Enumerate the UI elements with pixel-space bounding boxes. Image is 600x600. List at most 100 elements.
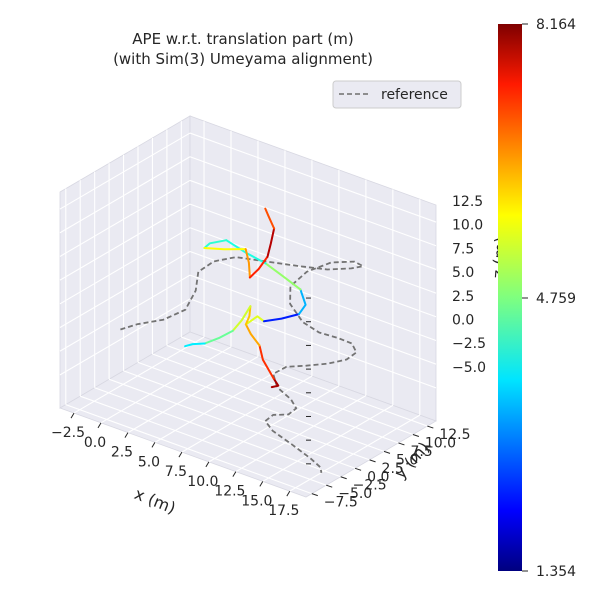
x-tick-label: 10.0 [187, 474, 218, 490]
legend-reference-label: reference [381, 87, 448, 103]
y-tick-label: −7.5 [324, 495, 358, 511]
grid-line-x-floor [127, 356, 259, 434]
reference-trajectory [120, 256, 365, 474]
grid-line-x-floor [262, 404, 394, 482]
grid-line-y-floor [65, 404, 312, 495]
plot-area: −2.50.02.55.07.510.012.515.017.5−7.5−5.0… [51, 115, 486, 519]
x-axis-tick [97, 422, 102, 429]
y-tick-label: 10.0 [425, 436, 456, 452]
grid-line-z-back [189, 203, 437, 294]
x-axis-tick [259, 481, 264, 487]
x-axis-tick [286, 490, 291, 497]
grid-line-x-floor [73, 336, 205, 414]
y-axis-tick [383, 450, 391, 454]
y-axis-tick [354, 467, 362, 471]
estimate-trajectory-segment [203, 239, 228, 249]
y-axis-tick [412, 434, 420, 437]
colorbar-label-max: 8.164 [536, 17, 576, 33]
x-axis-label: x (m) [132, 484, 179, 518]
y-axis-tick [340, 476, 347, 480]
y-axis-tick [326, 484, 333, 488]
grid-line-y-floor [166, 344, 414, 436]
estimate-trajectory-segment [248, 255, 269, 279]
y-tick-label: −2.5 [353, 478, 387, 494]
estimate-trajectory-segment [258, 344, 275, 380]
estimate-trajectory-segment [270, 377, 280, 389]
grid-line-z-back [189, 274, 437, 365]
grid-line-y-floor [80, 395, 327, 486]
grid-line-y-floor [94, 387, 341, 478]
colorbar-label-min: 1.354 [536, 564, 576, 580]
z-tick-label: −5.0 [452, 360, 486, 376]
estimate-trajectory-segment [203, 329, 234, 345]
z-tick-label: −2.5 [452, 336, 486, 352]
grid-line-z-back [189, 156, 437, 247]
tick-labels: −2.50.02.55.07.510.012.515.017.5−7.5−5.0… [51, 194, 486, 519]
y-axis-tick [311, 493, 318, 497]
y-tick-label: 5.0 [396, 452, 418, 468]
grid-line-z-left [59, 132, 191, 210]
y-tick-label: 7.5 [410, 444, 432, 460]
grid-line-z-left [59, 156, 191, 234]
estimate-trajectory-segment [244, 323, 261, 347]
estimate-trajectory-segment [266, 227, 276, 258]
legend-box [332, 80, 462, 109]
grid-line-y-floor [137, 361, 385, 452]
grid-line-z-back [189, 250, 437, 341]
y-axis-tick [369, 459, 376, 463]
grid-line-z-left [59, 250, 191, 328]
y-axis-tick [398, 442, 405, 446]
grid-line-y-floor [123, 370, 370, 461]
grid-line-y-floor [108, 378, 356, 469]
grid-line-z-left [59, 298, 191, 376]
x-tick-label: 0.0 [84, 435, 106, 451]
y-tick-label: −5.0 [338, 486, 372, 502]
z-tick-label: 7.5 [452, 241, 474, 257]
y-axis-tick [427, 425, 434, 429]
colorbar: 8.164 4.759 1.354 [498, 17, 576, 580]
colorbar-label-mid: 4.759 [536, 291, 576, 307]
colorbar-gradient [498, 24, 522, 571]
estimate-trajectory-segment [231, 305, 252, 332]
grid-line-z-left [59, 274, 191, 352]
x-tick-label: 15.0 [241, 493, 272, 509]
grid-line-z-left [59, 227, 191, 305]
grid-line-z-left [59, 179, 191, 257]
x-tick-label: −2.5 [51, 425, 85, 441]
x-tick-label: 7.5 [165, 464, 187, 480]
estimate-trajectory-segment [244, 248, 251, 279]
y-tick-label: 0.0 [367, 469, 389, 485]
z-tick-label: 10.0 [452, 218, 483, 234]
estimate-trajectory-segment [264, 262, 302, 291]
grid-line-x-floor [100, 346, 232, 424]
grid-line-z-back [189, 179, 437, 270]
x-axis-tick [205, 461, 210, 468]
z-tick-label: 2.5 [452, 289, 474, 305]
estimate-trajectory-segment [203, 247, 247, 251]
grid-line-x-floor [208, 385, 340, 463]
z-tick-label: 0.0 [452, 312, 474, 328]
z-tick-label: 5.0 [452, 265, 474, 281]
z-tick-label: 12.5 [452, 194, 483, 210]
x-tick-label: 2.5 [111, 445, 133, 461]
y-tick-label: 2.5 [382, 461, 404, 477]
x-tick-label: 17.5 [268, 503, 299, 519]
x-axis-tick [70, 412, 75, 419]
floor-pane [59, 331, 437, 498]
x-axis-tick [151, 442, 156, 448]
estimate-trajectory-segment [264, 207, 276, 230]
estimate-layer [184, 207, 307, 389]
grid-line-z-back [189, 132, 437, 223]
grid-line-x-floor [289, 414, 421, 492]
estimate-trajectory-segment [298, 288, 307, 316]
x-axis-tick [232, 471, 237, 477]
x-axis-tick [178, 451, 183, 458]
x-axis-tick [124, 432, 129, 438]
y-tick-label: 12.5 [439, 427, 470, 443]
x-tick-label: 5.0 [138, 454, 160, 470]
estimate-trajectory-segment [244, 315, 265, 326]
axes [70, 297, 434, 497]
grid-line-x-floor [235, 395, 367, 473]
grid-line-y-floor [152, 353, 399, 444]
